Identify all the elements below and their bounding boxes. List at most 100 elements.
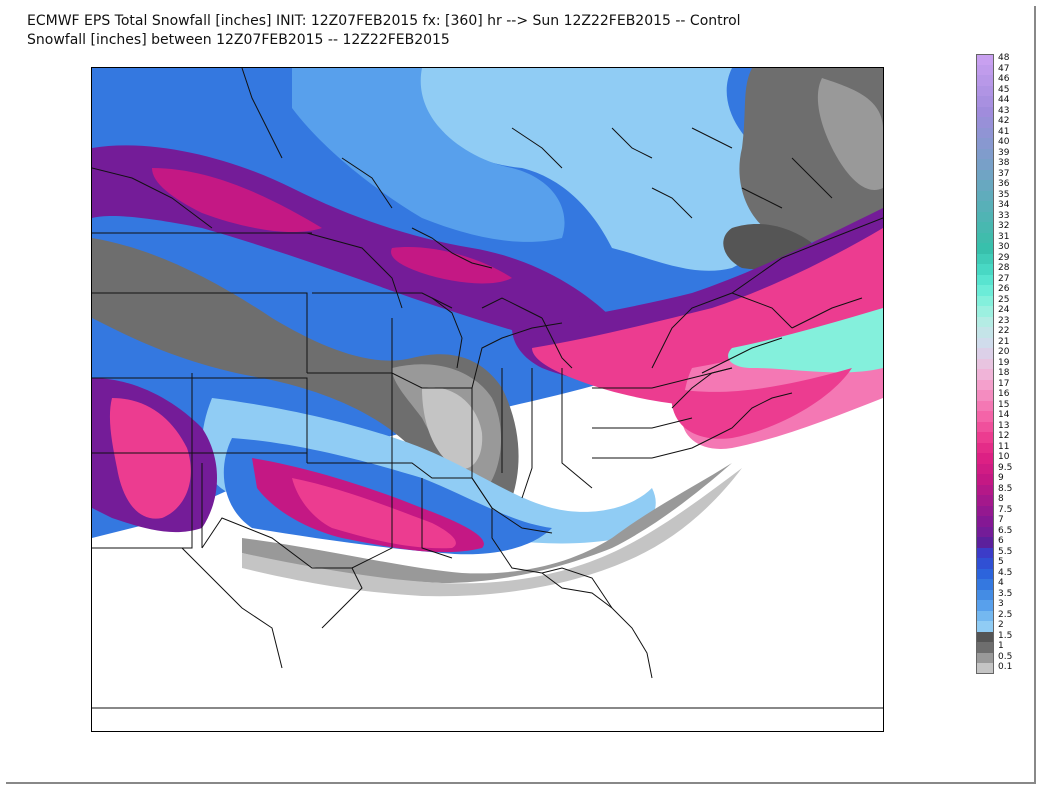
legend-swatch: [976, 348, 994, 359]
legend-swatch: [976, 96, 994, 107]
legend-entry: 17: [976, 378, 1020, 390]
legend-entry: 31: [976, 231, 1020, 243]
legend-swatch: [976, 579, 994, 590]
snow-region-plains-gray: [92, 238, 519, 498]
legend-label: 45: [998, 84, 1010, 95]
legend-label: 38: [998, 158, 1010, 168]
legend-entry: 5.5: [976, 546, 1020, 558]
legend-swatch: [976, 148, 994, 159]
legend-entry: 9: [976, 473, 1020, 485]
legend-label: 0.5: [998, 651, 1013, 662]
legend-entry: 7: [976, 515, 1020, 527]
legend-swatch: [976, 432, 994, 443]
legend-label: 2: [998, 620, 1004, 630]
legend-entry: 20: [976, 347, 1020, 359]
legend-label: 25: [998, 294, 1010, 305]
legend-entry: 19: [976, 358, 1020, 369]
legend-swatch: [976, 243, 994, 254]
legend-swatch: [976, 411, 994, 422]
legend-entry: 32: [976, 221, 1020, 233]
legend-label: 28: [998, 263, 1010, 273]
legend-swatch: [976, 306, 994, 317]
legend-swatch: [976, 117, 994, 128]
legend-label: 27: [998, 273, 1010, 284]
legend-label: 6: [998, 536, 1004, 546]
legend-entry: 8.5: [976, 483, 1020, 495]
legend-label: 17: [998, 378, 1010, 389]
legend-label: 5.5: [998, 546, 1013, 557]
legend-swatch: [976, 505, 994, 516]
snow-region-canada-sky-blue: [292, 68, 565, 242]
legend-label: 46: [998, 74, 1010, 84]
legend-label: 34: [998, 200, 1010, 210]
legend-label: 31: [998, 231, 1010, 242]
legend-entry: 39: [976, 147, 1020, 159]
legend-entry: 9.5: [976, 462, 1020, 474]
legend-entry: 15: [976, 400, 1020, 411]
legend-label: 12: [998, 431, 1010, 441]
legend-label: 21: [998, 336, 1010, 347]
legend-swatch: [976, 190, 994, 201]
legend-label: 4.5: [998, 567, 1013, 578]
legend-entry: 24: [976, 305, 1020, 317]
legend-entry: 40: [976, 137, 1020, 149]
snowfall-legend: 48 47 46 45 44 43 42 41 40 39 38 37 36 35 34 33 32 31 30 29…: [976, 53, 1020, 674]
legend-swatch: [976, 484, 994, 495]
legend-label: 36: [998, 179, 1010, 189]
legend-swatch: [976, 222, 994, 233]
legend-label: 40: [998, 137, 1010, 147]
chart-subtitle: Snowfall [inches] between 12Z07FEB2015 -…: [27, 32, 450, 48]
legend-label: 26: [998, 284, 1010, 294]
legend-swatch: [976, 85, 994, 96]
legend-swatch: [976, 631, 994, 642]
legend-label: 0.1: [998, 662, 1013, 672]
legend-entry: 42: [976, 116, 1020, 128]
legend-label: 33: [998, 210, 1010, 221]
legend-label: 5: [998, 557, 1004, 567]
legend-label: 2.5: [998, 609, 1013, 620]
legend-label: 44: [998, 95, 1010, 105]
legend-label: 6.5: [998, 525, 1013, 536]
legend-entry: 8: [976, 494, 1020, 506]
legend-swatch: [976, 274, 994, 285]
legend-entry: 13: [976, 421, 1020, 432]
legend-entry: 2: [976, 620, 1020, 632]
legend-entry: 27: [976, 273, 1020, 285]
legend-label: 8: [998, 494, 1004, 504]
legend-entry: 33: [976, 210, 1020, 222]
legend-entry: 2.5: [976, 609, 1020, 621]
legend-entry: 0.1: [976, 662, 1020, 674]
snow-region-south-band-pink: [292, 478, 456, 549]
legend-swatch: [976, 400, 994, 411]
legend-entry: 10: [976, 452, 1020, 464]
legend-label: 37: [998, 168, 1010, 179]
legend-entry: 41: [976, 126, 1020, 138]
legend-swatch: [976, 64, 994, 75]
legend-label: 41: [998, 126, 1010, 137]
legend-label: 16: [998, 389, 1010, 399]
legend-label: 10: [998, 452, 1010, 462]
legend-label: 4: [998, 578, 1004, 588]
legend-swatch: [976, 463, 994, 474]
legend-swatch: [976, 253, 994, 264]
legend-entry: 34: [976, 200, 1020, 212]
legend-swatch: [976, 652, 994, 663]
legend-entry: 1.5: [976, 631, 1020, 642]
legend-label: 9.5: [998, 462, 1013, 473]
legend-swatch: [976, 568, 994, 579]
legend-entry: 25: [976, 294, 1020, 306]
legend-entry: 46: [976, 74, 1020, 86]
legend-label: 48: [998, 53, 1010, 63]
legend-label: 39: [998, 147, 1010, 158]
legend-entry: 45: [976, 84, 1020, 96]
legend-swatch: [976, 589, 994, 600]
legend-swatch: [976, 516, 994, 527]
legend-swatch: [976, 526, 994, 537]
chart-title: ECMWF EPS Total Snowfall [inches] INIT: …: [27, 13, 741, 29]
legend-swatch: [976, 537, 994, 548]
figure-frame: [6, 6, 1036, 784]
legend-label: 3: [998, 599, 1004, 609]
legend-label: 47: [998, 63, 1010, 74]
legend-entry: 48: [976, 53, 1020, 65]
legend-label: 8.5: [998, 483, 1013, 494]
